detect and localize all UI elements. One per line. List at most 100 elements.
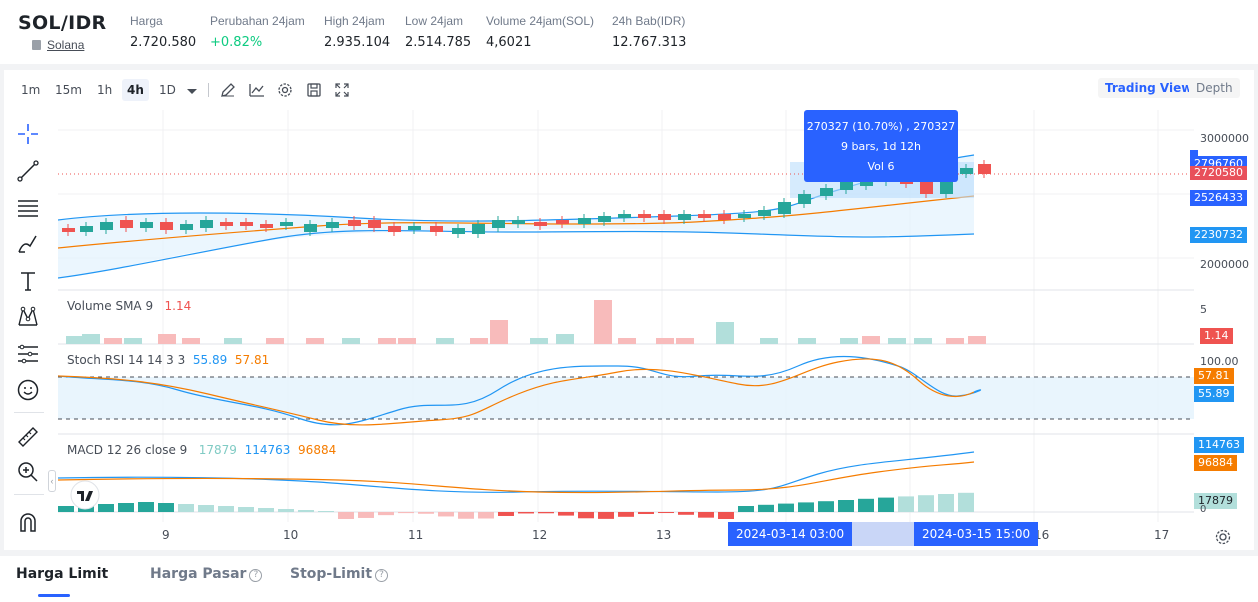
collapse-toolbar-handle[interactable]: ‹: [48, 470, 56, 492]
chevron-down-icon[interactable]: [184, 84, 200, 100]
prediction-icon[interactable]: [16, 342, 40, 366]
chart-panel[interactable]: 1m 15m 1h 4h 1D Trading View Depth ‹: [4, 70, 1254, 550]
macd-histogram-bar: [258, 508, 274, 512]
stat-quote-volume: 24h Bab(IDR) 12.767.313: [612, 14, 686, 50]
pattern-icon[interactable]: [16, 305, 40, 329]
magnet-icon[interactable]: [16, 510, 40, 534]
candle-body: [62, 228, 75, 232]
macd-histogram-bar: [438, 512, 454, 517]
x-tick: 13: [656, 528, 672, 542]
macd-histogram-bar: [138, 502, 154, 512]
fib-lines-icon[interactable]: [16, 196, 40, 220]
candle-body: [778, 202, 791, 214]
candle-body: [140, 222, 153, 228]
volume-bar: [656, 338, 674, 344]
timeframe-1d[interactable]: 1D: [159, 83, 176, 97]
volume-bar: [266, 338, 284, 344]
macd-signal-line: [58, 461, 975, 494]
timeframe-4h[interactable]: 4h: [122, 79, 149, 101]
tools-divider: [14, 412, 44, 413]
moving-average: [58, 195, 975, 249]
line-chart-icon[interactable]: [249, 82, 265, 98]
ruler-icon[interactable]: [16, 425, 40, 449]
brush-icon[interactable]: [16, 232, 40, 256]
macd-line: [58, 451, 975, 493]
macd-histogram-bar: [458, 512, 474, 519]
timeframe-1h[interactable]: 1h: [97, 83, 113, 97]
candle-body: [618, 214, 631, 218]
candle-body: [556, 220, 569, 224]
candle-body: [452, 228, 465, 234]
macd-histogram-bar: [238, 507, 254, 512]
candle-body: [578, 218, 591, 224]
macd-histogram-bar: [678, 512, 694, 515]
volume-bar: [158, 334, 176, 344]
macd-histogram-bar: [718, 512, 734, 519]
coin-name[interactable]: Solana: [47, 38, 85, 52]
macd-histogram-bar: [618, 512, 634, 517]
stat-high: High 24jam 2.935.104: [324, 14, 390, 50]
stoch-d-value: 57.81: [234, 353, 270, 367]
macd-histogram-bar: [498, 512, 514, 516]
tab-depth[interactable]: Depth: [1189, 78, 1240, 98]
tab-stop-limit[interactable]: Stop-Limit?: [290, 566, 389, 582]
x-tick: 10: [283, 528, 299, 542]
volume-bar: [594, 300, 612, 344]
candle-body: [820, 188, 833, 196]
coin-link[interactable]: Solana: [32, 38, 84, 52]
tab-limit-order[interactable]: Harga Limit: [16, 566, 108, 597]
range-start-label: 2024-03-14 03:00: [728, 522, 853, 546]
gear-icon[interactable]: [1214, 528, 1232, 546]
macd-histogram-bar: [578, 512, 594, 519]
stat-value: 4,6021: [486, 35, 532, 50]
stat-value: +0.82%: [210, 35, 263, 50]
volume-bar: [104, 338, 122, 344]
x-tick: 11: [408, 528, 424, 542]
help-icon[interactable]: ?: [375, 569, 389, 582]
stat-value: 2.935.104: [324, 35, 391, 50]
volume-bar: [82, 334, 100, 344]
macd-histogram-bar: [58, 506, 74, 512]
pencil-icon[interactable]: [220, 82, 236, 98]
macd-histogram-bar: [318, 511, 334, 512]
macd-histogram-bar: [798, 502, 814, 512]
gear-icon[interactable]: [277, 82, 293, 98]
smile-icon[interactable]: [16, 378, 40, 402]
price-label-measure-bottom: 2526433: [1190, 190, 1247, 206]
stat-value: 2.514.785: [405, 35, 472, 50]
volume-bar: [840, 338, 858, 344]
macd-histogram-bar: [858, 498, 874, 512]
stat-label: Harga: [130, 14, 163, 28]
macd-histogram-bar: [118, 503, 134, 512]
tab-trading-view[interactable]: Trading View: [1098, 78, 1200, 98]
candle-body: [348, 220, 361, 226]
candle-body: [160, 222, 173, 230]
timeframe-1m[interactable]: 1m: [21, 83, 41, 97]
macd-histogram-bar: [398, 512, 414, 514]
candle-body: [534, 222, 547, 226]
timeframe-15m[interactable]: 15m: [55, 83, 82, 97]
crosshair-icon[interactable]: [16, 122, 40, 146]
candle-body: [758, 210, 771, 216]
macd-hist-axis-label: 17879: [1194, 493, 1237, 509]
help-icon[interactable]: ?: [249, 569, 263, 582]
volume-bar: [182, 338, 200, 344]
stoch-d-line: [58, 358, 975, 426]
candle-body: [240, 222, 253, 226]
save-icon[interactable]: [306, 82, 322, 98]
candle-body: [718, 214, 731, 220]
trendline-icon[interactable]: [16, 159, 40, 183]
fullscreen-icon[interactable]: [334, 82, 350, 98]
price-chart[interactable]: [58, 110, 1194, 522]
market-header: SOL/IDR Solana Harga 2.720.580 Perubahan…: [0, 0, 1258, 64]
active-tab-underline: [38, 594, 70, 597]
x-tick: 17: [1154, 528, 1170, 542]
candle-body: [960, 168, 973, 174]
macd-histogram-bar: [818, 501, 834, 512]
macd-histogram-bar: [198, 505, 214, 512]
tab-market-order[interactable]: Harga Pasar?: [150, 566, 263, 582]
zoom-in-icon[interactable]: [16, 460, 40, 484]
text-icon[interactable]: [16, 269, 40, 293]
order-tabs: Harga Limit Harga Pasar? Stop-Limit?: [0, 556, 1258, 602]
macd-histogram-bar: [758, 504, 774, 512]
